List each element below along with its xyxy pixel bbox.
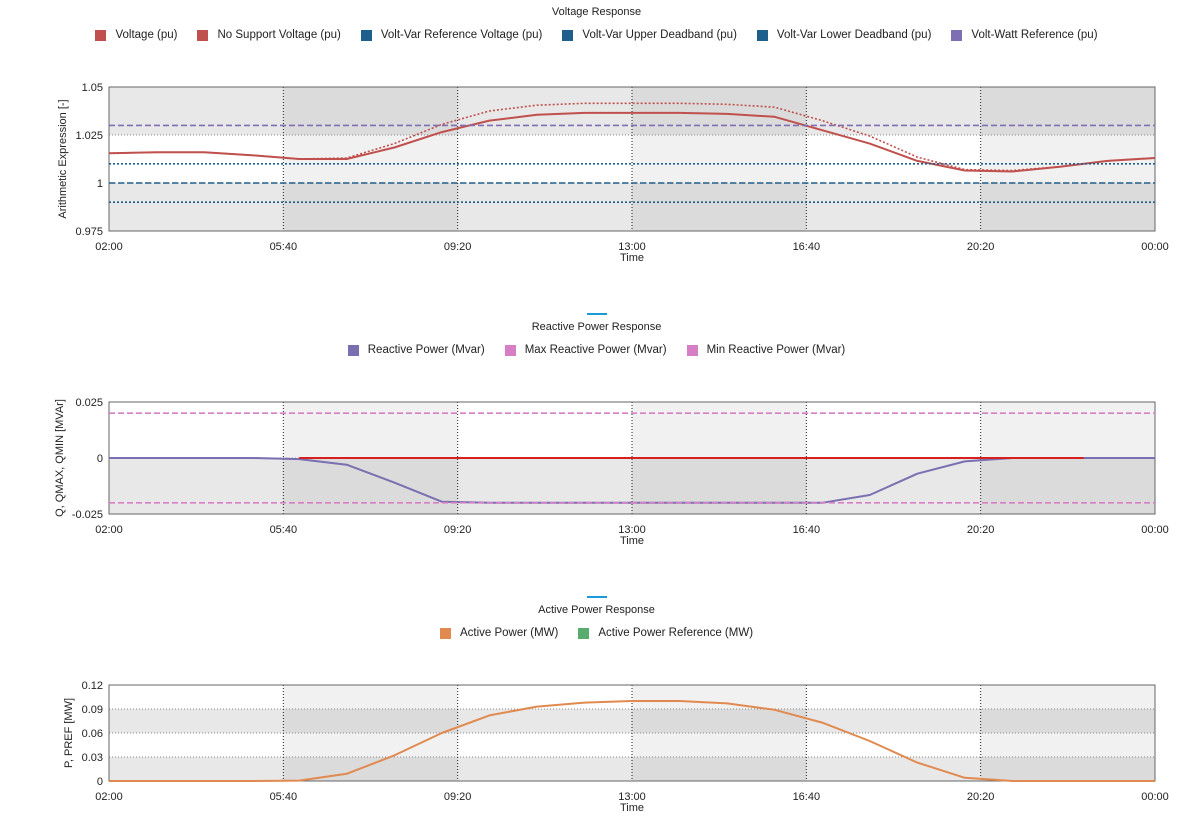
legend-item[interactable]: Volt-Var Lower Deadband (pu) [756,29,932,41]
y-tick-label: 0.06 [82,728,103,740]
y-tick-label: 0.975 [75,226,103,238]
time-period-shade [632,87,807,231]
x-tick-label: 02:00 [95,524,123,536]
voltage-response-chart: 0.975 1 1.025 1.05 02:00 05:40 09:20 13:00 16:40… [57,82,1169,264]
reactive-chart-title: Reactive Power Response [531,321,662,333]
x-tick-label: 13:00 [618,241,646,253]
legend-swatch [578,627,590,639]
x-tick-label: 09:20 [444,241,472,253]
x-tick-label: 20:20 [967,241,995,253]
x-tick-label: 09:20 [444,791,472,803]
x-tick-label: 16:40 [793,241,821,253]
legend-item[interactable]: Active Power Reference (MW) [578,627,753,639]
legend-swatch [562,29,574,41]
x-tick-label: 16:40 [793,524,821,536]
y-axis-label: P, PREF [MW] [63,698,75,768]
active-chart-accent-line [587,596,607,598]
legend-label: Volt-Var Upper Deadband (pu) [582,29,737,41]
x-tick-label: 05:40 [270,524,298,536]
legend-swatch [439,627,451,639]
x-tick-label: 13:00 [618,524,646,536]
legend-label: Voltage (pu) [115,29,178,41]
legend-swatch [951,29,963,41]
legend-label: Volt-Watt Reference (pu) [971,29,1098,41]
x-tick-label: 20:20 [967,791,995,803]
y-tick-label: 0.09 [82,704,103,716]
y-axis-label: Arithmetic Expression [-] [57,99,69,218]
legend-label: Active Power Reference (MW) [598,627,754,639]
legend-swatch [95,29,107,41]
x-tick-label: 05:40 [270,791,298,803]
x-axis-label: Time [620,252,644,264]
y-tick-label: 0.03 [82,752,103,764]
legend-item[interactable]: Max Reactive Power (Mvar) [504,344,667,356]
y-tick-label: 0.12 [82,680,103,692]
legend-item[interactable]: Min Reactive Power (Mvar) [686,344,846,356]
legend-swatch [686,344,698,356]
voltage-legend: Voltage (pu) No Support Voltage (pu) Volt-… [0,29,1193,41]
x-tick-label: 13:00 [618,791,646,803]
y-axis-label: Q, QMAX, QMIN [MVAr] [54,399,66,517]
y-tick-label: 0 [97,776,103,788]
x-tick-label: 20:20 [967,524,995,536]
legend-swatch [197,29,209,41]
legend-item[interactable]: Voltage (pu) [95,29,177,41]
plot-frame [108,684,1156,782]
legend-item[interactable]: Volt-Var Upper Deadband (pu) [562,29,737,41]
x-axis-label: Time [620,535,644,547]
x-axis-label: Time [620,802,644,814]
y-tick-label: 1 [97,178,103,190]
legend-label: Volt-Var Reference Voltage (pu) [380,29,543,41]
y-tick-label: 0 [97,453,103,465]
x-tick-label: 16:40 [793,791,821,803]
y-tick-label: 1.05 [82,82,103,94]
legend-label: Volt-Var Lower Deadband (pu) [776,29,932,41]
x-tick-label: 00:00 [1141,241,1169,253]
active-chart-title: Active Power Response [538,604,655,616]
series-line [108,111,1156,173]
legend-label: Reactive Power (Mvar) [367,344,485,356]
legend-swatch [504,344,516,356]
reactive-legend: Reactive Power (Mvar) Max Reactive Power … [0,344,1193,356]
y-tick-label: -0.025 [72,509,103,521]
x-tick-label: 00:00 [1141,791,1169,803]
x-tick-label: 02:00 [95,241,123,253]
reactive-power-chart: -0.025 0 0.025 02:00 05:40 09:20 13:00 16:40 20:… [54,397,1169,547]
x-tick-label: 00:00 [1141,524,1169,536]
active-legend: Active Power (MW) Active Power Reference … [0,627,1193,639]
series-line [109,700,1155,782]
x-tick-label: 09:20 [444,524,472,536]
y-tick-label: 0.025 [75,397,103,409]
legend-swatch [360,29,372,41]
legend-label: Active Power (MW) [459,627,559,639]
x-tick-label: 05:40 [270,241,298,253]
reactive-chart-accent-line [587,313,607,315]
legend-item[interactable]: Active Power (MW) [439,627,559,639]
legend-item[interactable]: Volt-Var Reference Voltage (pu) [360,29,543,41]
legend-swatch [347,344,359,356]
voltage-chart-title: Voltage Response [551,6,642,18]
x-tick-label: 02:00 [95,791,123,803]
legend-item[interactable]: No Support Voltage (pu) [197,29,341,41]
legend-label: No Support Voltage (pu) [217,29,341,41]
legend-swatch [756,29,768,41]
legend-label: Min Reactive Power (Mvar) [706,344,846,356]
legend-item[interactable]: Volt-Watt Reference (pu) [951,29,1098,41]
legend-item[interactable]: Reactive Power (Mvar) [347,344,485,356]
y-tick-label: 1.025 [75,130,103,142]
legend-label: Max Reactive Power (Mvar) [524,344,667,356]
